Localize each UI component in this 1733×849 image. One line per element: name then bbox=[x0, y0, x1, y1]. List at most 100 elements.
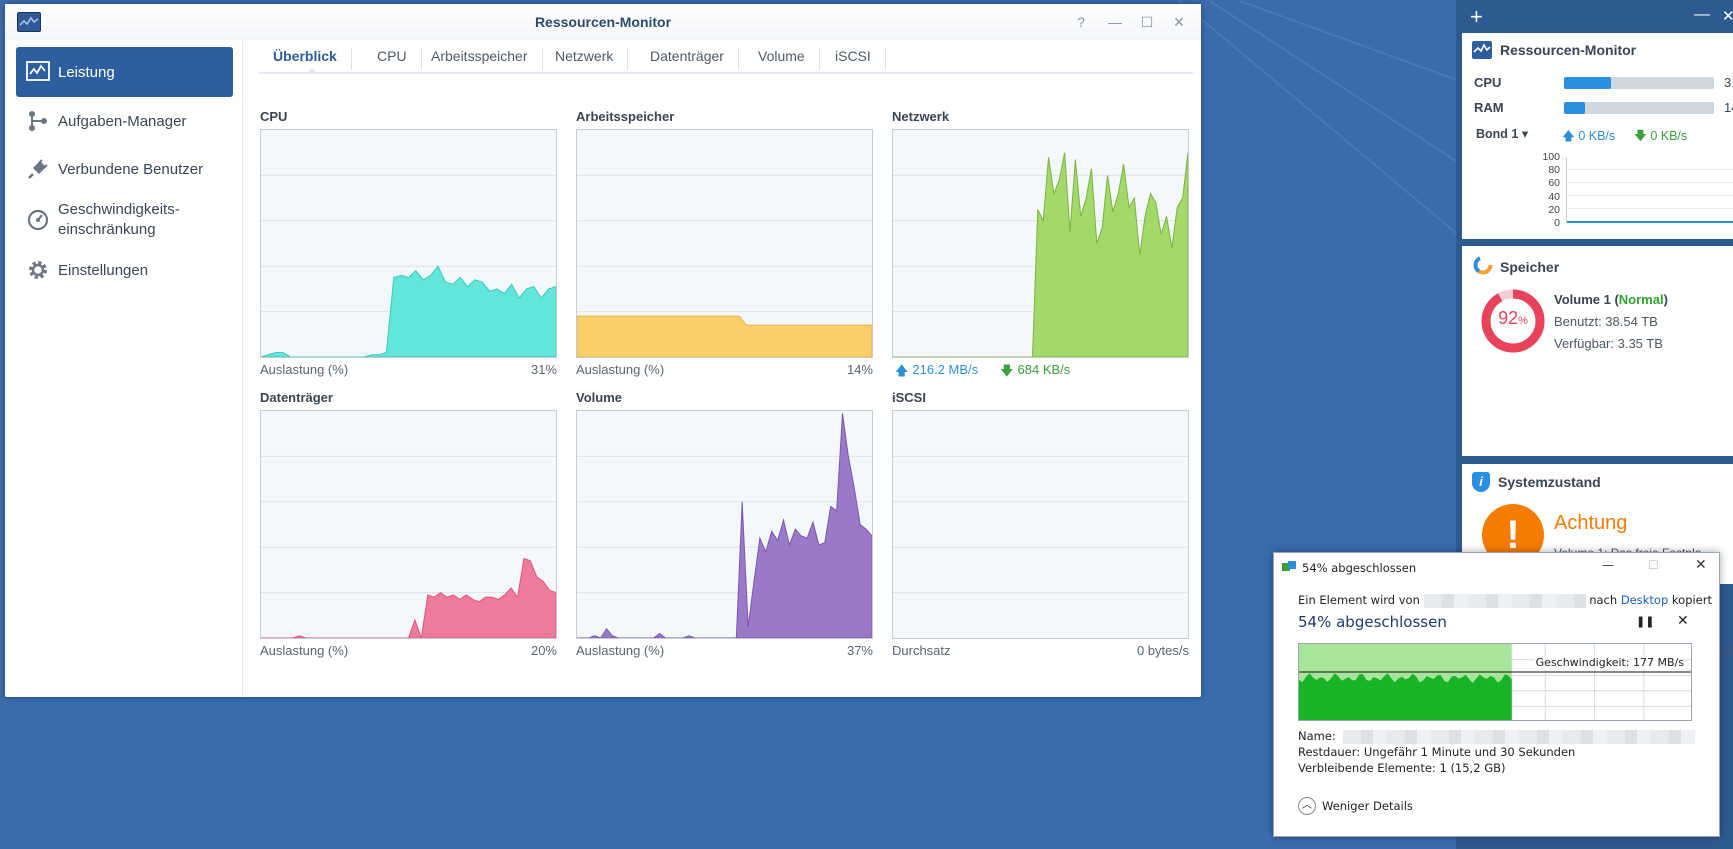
tab-arbeitsspeicher[interactable]: Arbeitsspeicher bbox=[417, 48, 543, 70]
sidebar-item-aufgaben-manager[interactable]: Aufgaben-Manager bbox=[16, 97, 233, 145]
storage-widget: Speicher 92% Volume 1 (Normal) Benutzt: … bbox=[1462, 246, 1733, 456]
tick-label: 20 bbox=[1548, 203, 1560, 216]
remaining-items-label: Verbleibende Elemente: bbox=[1298, 761, 1436, 775]
volume-usage-value: 37% bbox=[846, 643, 873, 658]
sidebar-item-label: Geschwindigkeits- bbox=[58, 201, 180, 218]
memory-graph bbox=[576, 129, 873, 358]
volume-usage-label: Auslastung (%) bbox=[576, 643, 665, 658]
widget-download-value: 0 KB/s bbox=[1650, 129, 1688, 143]
remaining-time-value: Ungefähr 1 Minute und 30 Sekunden bbox=[1363, 745, 1576, 759]
resource-widget-title: Ressourcen-Monitor bbox=[1500, 42, 1637, 58]
usage-area bbox=[577, 413, 872, 638]
ram-value: 14 bbox=[1724, 100, 1733, 115]
tick-label: 60 bbox=[1548, 177, 1560, 190]
tick-label: 100 bbox=[1542, 151, 1560, 163]
connected-users-plug-icon bbox=[26, 157, 50, 181]
network-download-rate: 684 KB/s bbox=[1017, 362, 1071, 377]
download-arrow-icon: 🡇 bbox=[1000, 363, 1014, 378]
sidebar-item-verbundene-benutzer[interactable]: Verbundene Benutzer bbox=[16, 145, 233, 193]
help-button[interactable]: ? bbox=[1077, 14, 1085, 30]
sidebar-item-label: Leistung bbox=[58, 63, 115, 81]
copy-files-icon bbox=[1282, 561, 1296, 573]
network-graph-title: Netzwerk bbox=[892, 109, 950, 124]
system-health-status: Achtung bbox=[1554, 512, 1628, 534]
tab-netzwerk[interactable]: Netzwerk bbox=[541, 48, 629, 70]
iscsi-throughput-value: 0 bytes/s bbox=[1136, 643, 1189, 658]
title-bar: Ressourcen-Monitor ? — ☐ ✕ bbox=[5, 4, 1201, 40]
system-health-header: i Systemzustand bbox=[1472, 472, 1601, 492]
tab-iscsi[interactable]: iSCSI bbox=[821, 48, 886, 70]
volume-graph-title: Volume bbox=[576, 390, 622, 405]
copy-description-suffix: kopiert bbox=[1671, 593, 1712, 607]
remaining-items-value: 1 (15,2 GB) bbox=[1439, 761, 1506, 775]
ram-label: RAM bbox=[1474, 100, 1504, 115]
copy-dialog-maximize-button[interactable]: ☐ bbox=[1648, 558, 1659, 572]
cpu-usage-value: 31% bbox=[530, 362, 557, 377]
tab-datentraeger[interactable]: Datenträger bbox=[636, 48, 739, 70]
volume-label-close: ) bbox=[1663, 292, 1668, 307]
close-button[interactable]: ✕ bbox=[1173, 14, 1185, 30]
upload-arrow-icon: 🡅 bbox=[895, 363, 909, 378]
resource-monitor-app-icon bbox=[17, 12, 41, 32]
tab-volume[interactable]: Volume bbox=[744, 48, 820, 70]
widget-panel-close-button[interactable]: ✕ bbox=[1722, 8, 1733, 25]
iscsi-graph-footer: Durchsatz 0 bytes/s bbox=[892, 643, 1189, 658]
file-name-label: Name: bbox=[1298, 729, 1336, 743]
sidebar-item-label-continued: einschränkung bbox=[58, 221, 156, 238]
copy-dialog-minimize-button[interactable]: — bbox=[1602, 558, 1614, 572]
cancel-copy-button[interactable]: ✕ bbox=[1677, 613, 1689, 629]
disk-usage-value: 20% bbox=[530, 643, 557, 658]
sidebar-item-geschwindigkeitseinschraenkung[interactable]: Geschwindigkeits- einschränkung bbox=[16, 195, 233, 245]
add-widget-button[interactable]: + bbox=[1470, 4, 1483, 29]
memory-graph-title: Arbeitsspeicher bbox=[576, 109, 675, 124]
widget-upload-value: 0 KB/s bbox=[1578, 129, 1616, 143]
tick-label: 80 bbox=[1548, 164, 1560, 177]
sidebar-item-label-block: Geschwindigkeits- einschränkung bbox=[58, 200, 180, 240]
ram-bar-fill bbox=[1564, 102, 1585, 114]
source-path-redacted bbox=[1423, 593, 1586, 608]
settings-gear-icon bbox=[26, 258, 50, 282]
destination-link[interactable]: Desktop bbox=[1620, 593, 1669, 607]
cpu-graph-title: CPU bbox=[260, 109, 288, 124]
sidebar-item-einstellungen[interactable]: Einstellungen bbox=[16, 247, 233, 293]
file-name-redacted bbox=[1343, 729, 1696, 744]
cpu-label: CPU bbox=[1474, 75, 1502, 90]
sidebar-item-leistung[interactable]: Leistung bbox=[16, 47, 233, 97]
storage-percent-unit: % bbox=[1518, 315, 1528, 327]
widget-upload-rate: 🡅 0 KB/s bbox=[1562, 129, 1616, 143]
tab-ueberblick[interactable]: Überblick bbox=[259, 48, 352, 70]
iscsi-graph-title: iSCSI bbox=[892, 390, 926, 405]
chevron-up-icon: ︿ bbox=[1298, 797, 1316, 815]
cpu-usage-label: Auslastung (%) bbox=[260, 362, 349, 377]
resource-widget-header: Ressourcen-Monitor bbox=[1472, 41, 1636, 59]
sidebar-item-label: Einstellungen bbox=[58, 261, 149, 279]
ram-bar bbox=[1564, 102, 1714, 114]
bond-selector[interactable]: Bond 1 ▾ bbox=[1476, 127, 1529, 141]
maximize-button[interactable]: ☐ bbox=[1140, 14, 1154, 30]
disk-graph-title: Datenträger bbox=[260, 390, 333, 405]
tab-cpu[interactable]: CPU bbox=[363, 48, 422, 70]
resource-monitor-window: Ressourcen-Monitor ? — ☐ ✕ Leistung Aufg… bbox=[5, 4, 1201, 697]
volume-status: Normal bbox=[1618, 292, 1664, 307]
less-details-toggle[interactable]: ︿ Weniger Details bbox=[1298, 797, 1413, 815]
volume-label: Volume 1 ( bbox=[1554, 292, 1619, 307]
resource-monitor-widget-icon bbox=[1472, 41, 1492, 59]
tick-label: 0 bbox=[1554, 217, 1560, 230]
minimize-button[interactable]: — bbox=[1108, 14, 1122, 30]
copy-dialog-close-button[interactable]: ✕ bbox=[1695, 557, 1707, 573]
speed-limit-gauge-icon bbox=[26, 208, 50, 232]
copy-dialog-title: 54% abgeschlossen bbox=[1302, 561, 1417, 575]
active-tab-indicator bbox=[306, 68, 318, 74]
copy-dialog-titlebar: 54% abgeschlossen — ☐ ✕ bbox=[1274, 553, 1719, 581]
pause-button[interactable]: ❚❚ bbox=[1636, 615, 1655, 628]
network-mini-chart-ticks: 100 80 60 40 20 0 bbox=[1526, 151, 1560, 230]
copy-description-prefix: Ein Element wird von bbox=[1298, 593, 1420, 607]
usage-area bbox=[577, 315, 872, 357]
cpu-value: 31 bbox=[1724, 75, 1733, 90]
tab-bar: Überblick CPU Arbeitsspeicher Netzwerk D… bbox=[259, 40, 1193, 74]
less-details-label: Weniger Details bbox=[1322, 799, 1413, 813]
file-copy-dialog: 54% abgeschlossen — ☐ ✕ Ein Element wird… bbox=[1273, 552, 1720, 837]
usage-area bbox=[261, 265, 556, 357]
task-manager-icon bbox=[26, 109, 50, 133]
widget-panel-minimize-button[interactable]: — bbox=[1694, 6, 1710, 23]
